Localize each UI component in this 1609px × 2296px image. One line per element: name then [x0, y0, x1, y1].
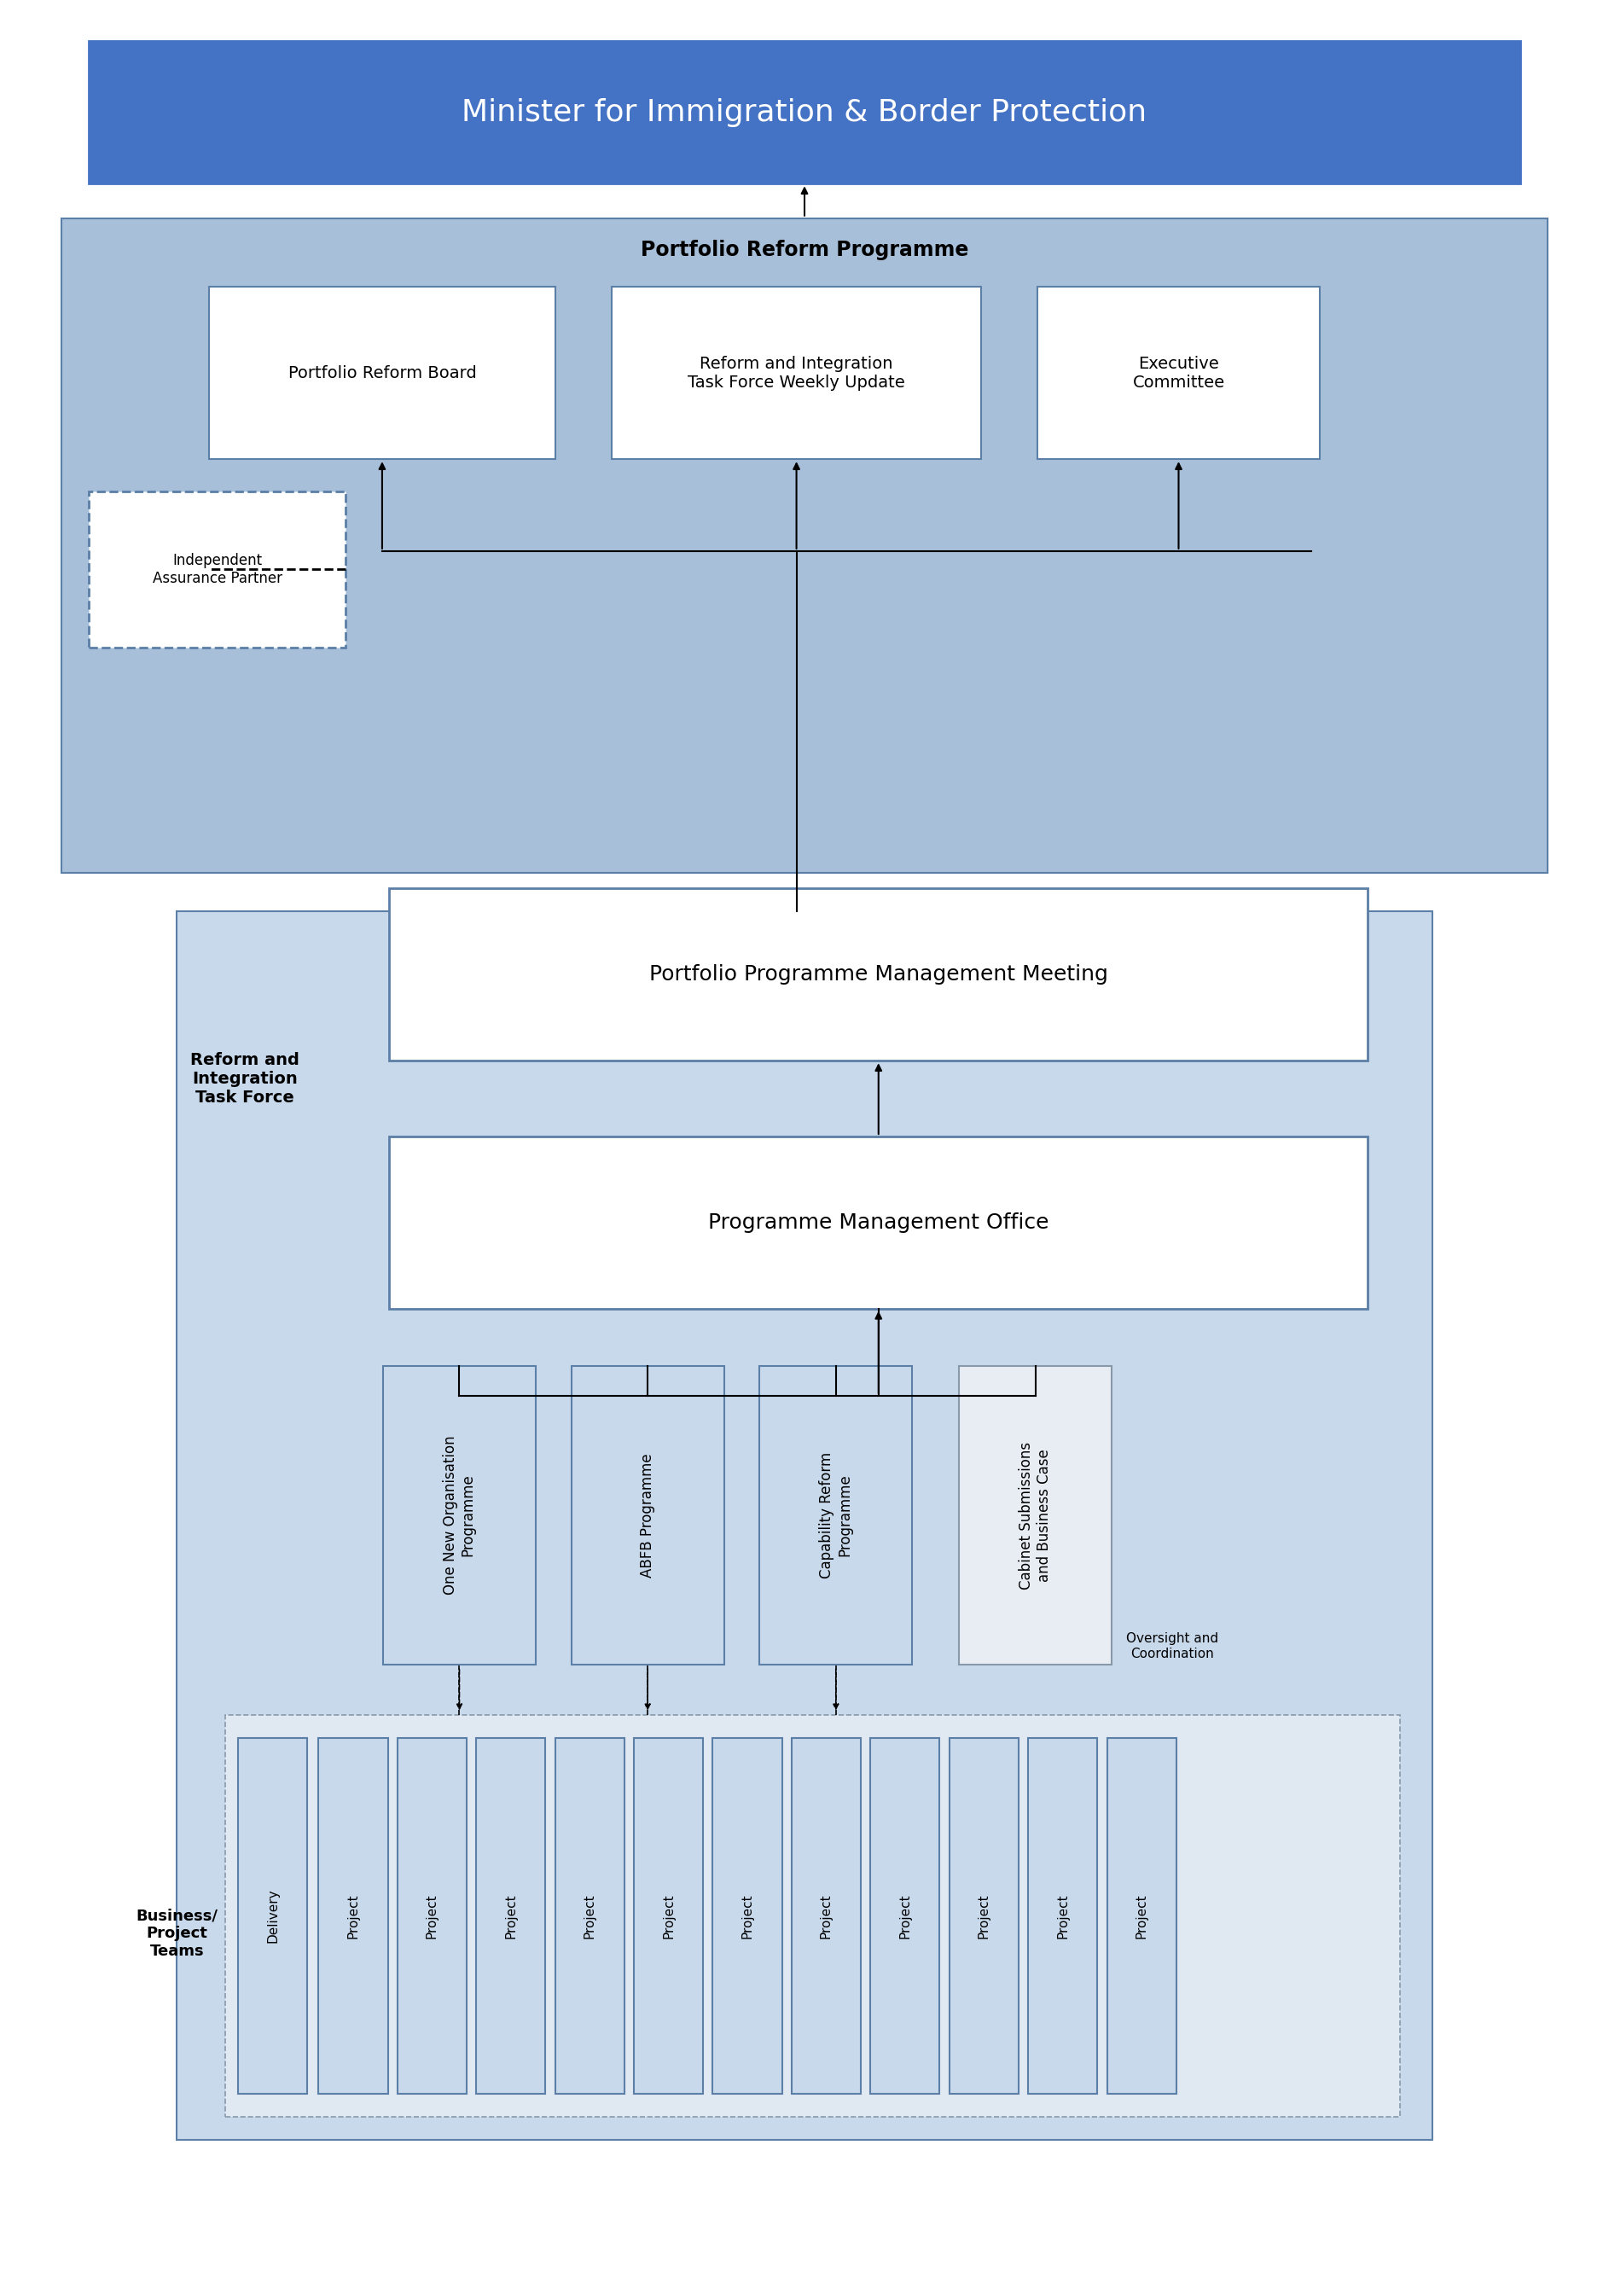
- Bar: [238, 1738, 307, 2094]
- Bar: [1028, 1738, 1097, 2094]
- Bar: [870, 1738, 940, 2094]
- Bar: [713, 1738, 782, 2094]
- Text: Project: Project: [505, 1894, 516, 1938]
- Text: Business/
Project
Teams: Business/ Project Teams: [137, 1908, 217, 1958]
- Bar: [634, 1738, 703, 2094]
- Text: Project: Project: [821, 1894, 832, 1938]
- Bar: [389, 889, 1368, 1061]
- Bar: [611, 287, 981, 459]
- Bar: [1107, 1738, 1176, 2094]
- Text: Reform and Integration
Task Force Weekly Update: Reform and Integration Task Force Weekly…: [687, 356, 906, 390]
- Text: Project: Project: [663, 1894, 674, 1938]
- Bar: [476, 1738, 545, 2094]
- Text: Project: Project: [584, 1894, 595, 1938]
- Text: Project: Project: [348, 1894, 359, 1938]
- Text: Portfolio Reform Board: Portfolio Reform Board: [288, 365, 476, 381]
- Text: Project: Project: [1057, 1894, 1068, 1938]
- Bar: [959, 1366, 1112, 1665]
- Text: Cabinet Submissions
and Business Case: Cabinet Submissions and Business Case: [1018, 1442, 1052, 1589]
- Bar: [571, 1366, 724, 1665]
- Bar: [383, 1366, 536, 1665]
- Text: Portfolio Programme Management Meeting: Portfolio Programme Management Meeting: [648, 964, 1109, 985]
- Text: Project: Project: [978, 1894, 990, 1938]
- Text: Executive
Committee: Executive Committee: [1133, 356, 1224, 390]
- Text: Capability Reform
Programme: Capability Reform Programme: [819, 1451, 853, 1580]
- Bar: [759, 1366, 912, 1665]
- Text: Programme Management Office: Programme Management Office: [708, 1212, 1049, 1233]
- Text: Portfolio Reform Programme: Portfolio Reform Programme: [640, 241, 969, 259]
- Text: Minister for Immigration & Border Protection: Minister for Immigration & Border Protec…: [462, 99, 1147, 126]
- Text: Project: Project: [1136, 1894, 1147, 1938]
- Bar: [88, 41, 1521, 184]
- Text: Project: Project: [899, 1894, 911, 1938]
- Bar: [949, 1738, 1018, 2094]
- Text: One New Organisation
Programme: One New Organisation Programme: [442, 1435, 476, 1596]
- Text: Reform and
Integration
Task Force: Reform and Integration Task Force: [190, 1052, 299, 1107]
- Text: Project: Project: [426, 1894, 438, 1938]
- Bar: [1038, 287, 1319, 459]
- Bar: [792, 1738, 861, 2094]
- Bar: [209, 287, 555, 459]
- Bar: [389, 1137, 1368, 1309]
- Text: Independent
Assurance Partner: Independent Assurance Partner: [153, 553, 282, 585]
- Bar: [225, 1715, 1400, 2117]
- Bar: [319, 1738, 388, 2094]
- Bar: [88, 491, 346, 647]
- Bar: [177, 912, 1432, 2140]
- Bar: [397, 1738, 467, 2094]
- Text: Delivery: Delivery: [267, 1890, 278, 1942]
- Bar: [555, 1738, 624, 2094]
- Bar: [61, 218, 1548, 872]
- Text: Project: Project: [742, 1894, 753, 1938]
- Text: ABFB Programme: ABFB Programme: [640, 1453, 655, 1577]
- Text: Oversight and
Coordination: Oversight and Coordination: [1126, 1632, 1218, 1660]
